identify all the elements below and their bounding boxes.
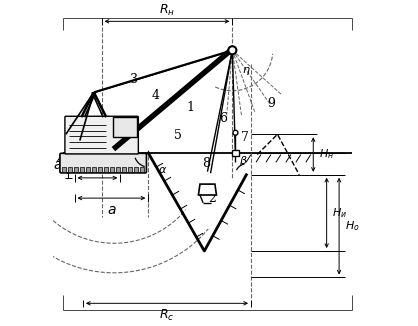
Text: $\eta$: $\eta$ [242,65,251,77]
Bar [232,150,239,156]
Bar [140,167,144,172]
Bar [128,167,132,172]
Text: 1: 1 [186,101,194,114]
Text: $\alpha$: $\alpha$ [158,165,167,175]
Text: $H_и$: $H_и$ [332,206,347,220]
Bar [134,167,138,172]
Bar [104,167,108,172]
Circle shape [233,130,238,135]
Bar [98,167,102,172]
Circle shape [228,46,237,54]
Text: $a$: $a$ [107,203,116,217]
Bar [87,167,90,172]
Bar [122,167,126,172]
Text: 9: 9 [267,97,275,110]
Text: $H_н$: $H_н$ [319,148,334,161]
Text: 5: 5 [174,129,182,142]
Text: $a$: $a$ [53,158,63,172]
Bar [112,117,138,138]
Text: 3: 3 [130,73,138,86]
Polygon shape [199,184,217,195]
Bar [62,167,66,172]
Text: 6: 6 [219,112,227,125]
Text: $R_c$: $R_c$ [159,308,175,323]
Text: $H_о$: $H_о$ [345,219,359,233]
Text: 7: 7 [241,131,249,144]
FancyBboxPatch shape [65,116,138,154]
Bar [80,167,84,172]
Bar [69,167,72,172]
Bar [74,167,78,172]
Bar [110,167,114,172]
Text: 4: 4 [152,89,160,102]
Text: $R_н$: $R_н$ [159,3,175,18]
FancyBboxPatch shape [60,153,146,173]
Bar [92,167,96,172]
Text: $a$: $a$ [93,159,102,173]
Text: $\beta$: $\beta$ [239,154,247,168]
Text: 2: 2 [208,192,216,205]
Bar [116,167,120,172]
Text: 8: 8 [202,157,210,170]
